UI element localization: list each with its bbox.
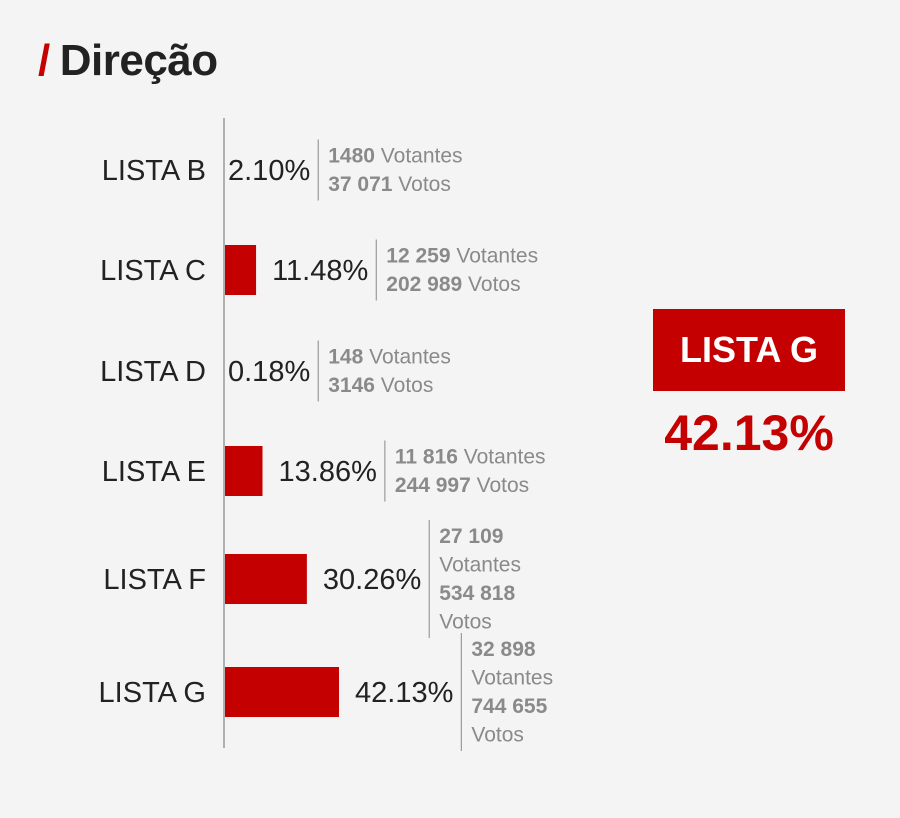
detail-unit: Votos <box>471 474 529 497</box>
value-label: 11.48% <box>272 255 368 287</box>
detail-count: 37 071 <box>328 173 393 196</box>
title-slash: / <box>38 36 50 85</box>
bar <box>225 667 339 717</box>
detail-unit: Votos <box>375 374 433 397</box>
detail-line: Votos <box>439 611 492 634</box>
page-title: / Direção <box>38 36 218 86</box>
value-label: 0.18% <box>228 356 310 388</box>
bar-row: LISTA F 30.26% 27 109 Votantes 534 818 Votos <box>103 520 521 638</box>
bar <box>225 446 263 496</box>
bar-row: LISTA C 11.48% 12 259 Votantes 202 989 Voto… <box>100 239 538 301</box>
detail-unit: Votantes <box>458 446 546 469</box>
category-label: LISTA D <box>100 356 206 388</box>
category-label: LISTA B <box>102 155 206 187</box>
value-label: 13.86% <box>279 456 377 488</box>
detail-unit: Votantes <box>451 245 539 268</box>
detail-line: 3146 Votos <box>328 374 433 397</box>
detail-unit: Votos <box>392 173 450 196</box>
detail-count: 27 109 <box>439 525 503 548</box>
title-text: Direção <box>59 36 218 85</box>
category-label: LISTA E <box>102 456 206 488</box>
category-label: LISTA G <box>99 677 206 709</box>
detail-unit: Votos <box>471 724 524 747</box>
detail-line: 744 655 <box>471 695 547 718</box>
winner-badge: LISTA G <box>653 309 845 391</box>
detail-line: 534 818 <box>439 582 515 605</box>
detail-line: 202 989 Votos <box>386 273 520 296</box>
detail-line: Votantes <box>471 667 553 690</box>
detail-count: 202 989 <box>386 273 462 296</box>
detail-line: 1480 Votantes <box>328 145 462 168</box>
detail-unit: Votantes <box>375 145 463 168</box>
detail-count: 1480 <box>328 145 375 168</box>
bar-row: LISTA B 2.10% 1480 Votantes 37 071 Votos <box>102 139 463 201</box>
detail-line: 11 816 Votantes <box>395 446 546 469</box>
detail-line: 12 259 Votantes <box>386 245 538 268</box>
bar <box>225 245 257 295</box>
detail-count: 12 259 <box>386 245 450 268</box>
value-label: 30.26% <box>323 564 421 596</box>
winner-percent: 42.13% <box>664 405 834 461</box>
detail-count: 11 816 <box>395 446 458 469</box>
detail-unit: Votantes <box>439 554 521 577</box>
detail-line: 32 898 <box>471 638 536 661</box>
detail-count: 534 818 <box>439 582 515 605</box>
detail-unit: Votantes <box>363 346 451 369</box>
value-label: 42.13% <box>355 677 453 709</box>
detail-count: 148 <box>328 346 363 369</box>
detail-count: 3146 <box>328 374 375 397</box>
detail-unit: Votos <box>462 273 520 296</box>
bar <box>225 554 307 604</box>
detail-line: Votos <box>471 724 524 747</box>
detail-unit: Votantes <box>471 667 553 690</box>
value-label: 2.10% <box>228 155 310 187</box>
bar-row: LISTA G 42.13% 32 898 Votantes 744 655 Votos <box>99 633 553 751</box>
category-label: LISTA C <box>100 255 206 287</box>
detail-line: Votantes <box>439 554 521 577</box>
detail-line: 37 071 Votos <box>328 173 451 196</box>
detail-line: 244 997 Votos <box>395 474 529 497</box>
detail-line: 27 109 <box>439 525 503 548</box>
detail-count: 744 655 <box>471 695 547 718</box>
category-label: LISTA F <box>103 564 206 596</box>
detail-unit: Votos <box>439 611 492 634</box>
detail-count: 32 898 <box>471 638 536 661</box>
bar-row: LISTA E 13.86% 11 816 Votantes 244 997 Voto… <box>102 440 546 502</box>
detail-line: 148 Votantes <box>328 346 451 369</box>
detail-count: 244 997 <box>395 474 471 497</box>
bar-row: LISTA D 0.18% 148 Votantes 3146 Votos <box>100 340 451 402</box>
